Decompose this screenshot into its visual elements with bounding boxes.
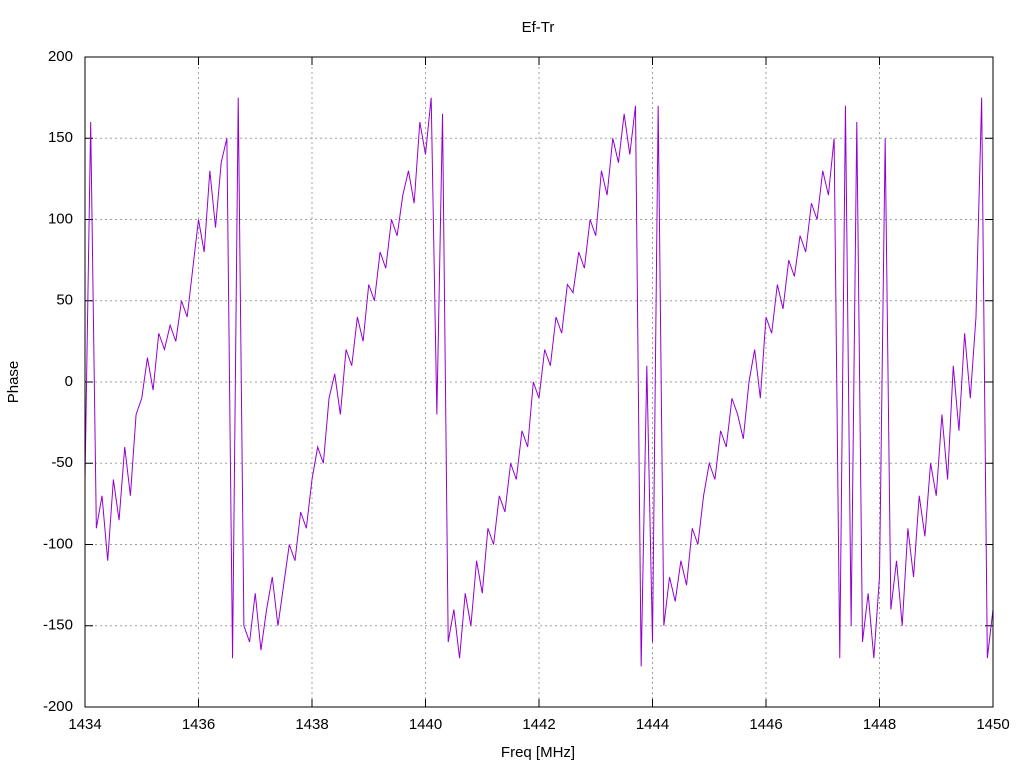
x-tick-label: 1436	[182, 716, 215, 733]
y-tick-label: 100	[48, 210, 73, 227]
y-tick-label: 50	[56, 292, 73, 309]
plot-border	[84, 56, 994, 708]
x-tick-label: 1438	[295, 716, 328, 733]
y-tick-label: 200	[48, 48, 73, 65]
x-tick-label: 1446	[749, 716, 782, 733]
y-tick-label: -100	[43, 535, 73, 552]
x-axis-label: Freq [MHz]	[501, 744, 575, 761]
x-tick-label: 1450	[976, 716, 1009, 733]
x-tick-label: 1448	[863, 716, 896, 733]
y-tick-label: 150	[48, 129, 73, 146]
chart-title: Ef-Tr	[522, 19, 555, 36]
y-tick-label: 0	[65, 373, 73, 390]
x-tick-label: 1444	[636, 716, 669, 733]
y-tick-label: -200	[43, 698, 73, 715]
y-tick-label: -150	[43, 617, 73, 634]
x-tick-label: 1434	[68, 716, 101, 733]
x-tick-label: 1442	[522, 716, 555, 733]
data-line	[84, 97, 994, 667]
x-tick-label: 1440	[409, 716, 442, 733]
y-tick-label: -50	[51, 454, 73, 471]
y-axis-label: Phase	[5, 361, 22, 404]
